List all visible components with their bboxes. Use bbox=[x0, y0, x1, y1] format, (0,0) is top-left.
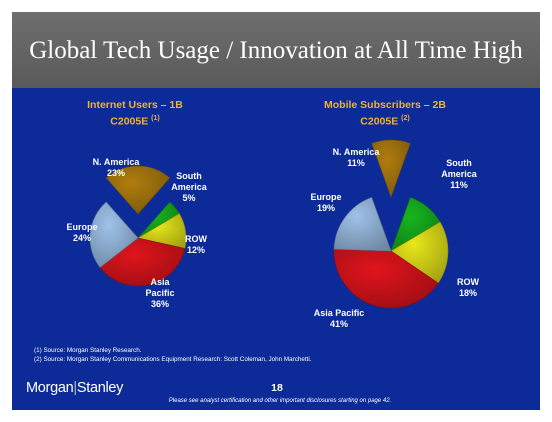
internet-south-america-pct: 5% bbox=[182, 193, 196, 203]
mobile-row-pct: 18% bbox=[458, 288, 477, 298]
mobile-label-n-america: N. America 11% bbox=[328, 147, 384, 169]
mobile-label-europe: Europe 19% bbox=[304, 192, 348, 214]
internet-asia-text-1: Asia bbox=[150, 277, 170, 287]
internet-label-row: ROW 12% bbox=[176, 234, 216, 256]
mobile-chart-subtitle: C2005E bbox=[360, 115, 399, 128]
internet-europe-pct: 24% bbox=[72, 233, 91, 243]
mobile-asia-pct: 41% bbox=[329, 319, 348, 329]
internet-label-n-america: N. America 23% bbox=[88, 157, 144, 179]
internet-europe-text: Europe bbox=[66, 222, 98, 232]
mobile-europe-text: Europe bbox=[310, 192, 342, 202]
slide-title: Global Tech Usage / Innovation at All Ti… bbox=[29, 37, 523, 64]
internet-row-pct: 12% bbox=[186, 245, 205, 255]
mobile-label-row: ROW 18% bbox=[448, 277, 488, 299]
internet-footnote-ref: (1) bbox=[151, 115, 160, 122]
mobile-n-america-text: N. America bbox=[332, 147, 380, 157]
mobile-slice-row bbox=[390, 221, 449, 284]
logo-stanley: Stanley bbox=[76, 380, 124, 396]
internet-chart-title: Internet Users – 1B C2005E (1) bbox=[60, 99, 210, 129]
mobile-south-america-pct: 11% bbox=[450, 180, 468, 190]
logo-morgan: Morgan bbox=[26, 380, 74, 396]
mobile-slice-n-america bbox=[371, 139, 411, 198]
source-footnote-1: (1) Source: Morgan Stanley Research. bbox=[34, 347, 142, 354]
mobile-footnote-ref: (2) bbox=[401, 115, 410, 122]
internet-n-america-pct: 23% bbox=[106, 168, 125, 178]
internet-chart-subtitle: C2005E bbox=[110, 115, 149, 128]
internet-label-asia-pacific: Asia Pacific 36% bbox=[138, 277, 182, 310]
internet-label-europe: Europe 24% bbox=[60, 222, 104, 244]
mobile-south-america-text-1: South bbox=[446, 158, 472, 168]
mobile-n-america-pct: 11% bbox=[347, 158, 365, 168]
page-number: 18 bbox=[271, 382, 283, 394]
morgan-stanley-logo: Morgan|Stanley bbox=[26, 380, 124, 396]
source-footnote-2: (2) Source: Morgan Stanley Communication… bbox=[34, 356, 312, 363]
internet-asia-pct: 36% bbox=[150, 299, 169, 309]
internet-label-south-america: South America 5% bbox=[164, 171, 214, 204]
mobile-chart-title: Mobile Subscribers – 2B C2005E (2) bbox=[310, 99, 460, 129]
mobile-asia-text: Asia Pacific bbox=[313, 308, 365, 318]
mobile-row-text: ROW bbox=[457, 277, 479, 287]
internet-slice-europe bbox=[89, 201, 139, 268]
mobile-label-asia-pacific: Asia Pacific 41% bbox=[304, 308, 374, 330]
internet-south-america-text-2: America bbox=[171, 182, 207, 192]
title-bar: Global Tech Usage / Innovation at All Ti… bbox=[12, 12, 540, 88]
mobile-slice-europe bbox=[333, 196, 392, 252]
mobile-south-america-text-2: America bbox=[441, 169, 477, 179]
internet-row-text: ROW bbox=[185, 234, 207, 244]
internet-n-america-text: N. America bbox=[92, 157, 140, 167]
internet-south-america-text-1: South bbox=[176, 171, 202, 181]
internet-asia-text-2: Pacific bbox=[145, 288, 175, 298]
disclaimer-text: Please see analyst certification and oth… bbox=[168, 398, 392, 404]
internet-chart-title-text: Internet Users – 1B bbox=[87, 99, 183, 111]
footer-bar bbox=[12, 370, 540, 410]
internet-slice-n-america bbox=[105, 165, 171, 215]
mobile-slice-asia-pacific bbox=[333, 248, 439, 309]
mobile-europe-pct: 19% bbox=[316, 203, 335, 213]
mobile-label-south-america: South America 11% bbox=[434, 158, 484, 191]
mobile-chart-title-text: Mobile Subscribers – 2B bbox=[324, 99, 446, 111]
internet-slice-asia-pacific bbox=[99, 237, 186, 287]
